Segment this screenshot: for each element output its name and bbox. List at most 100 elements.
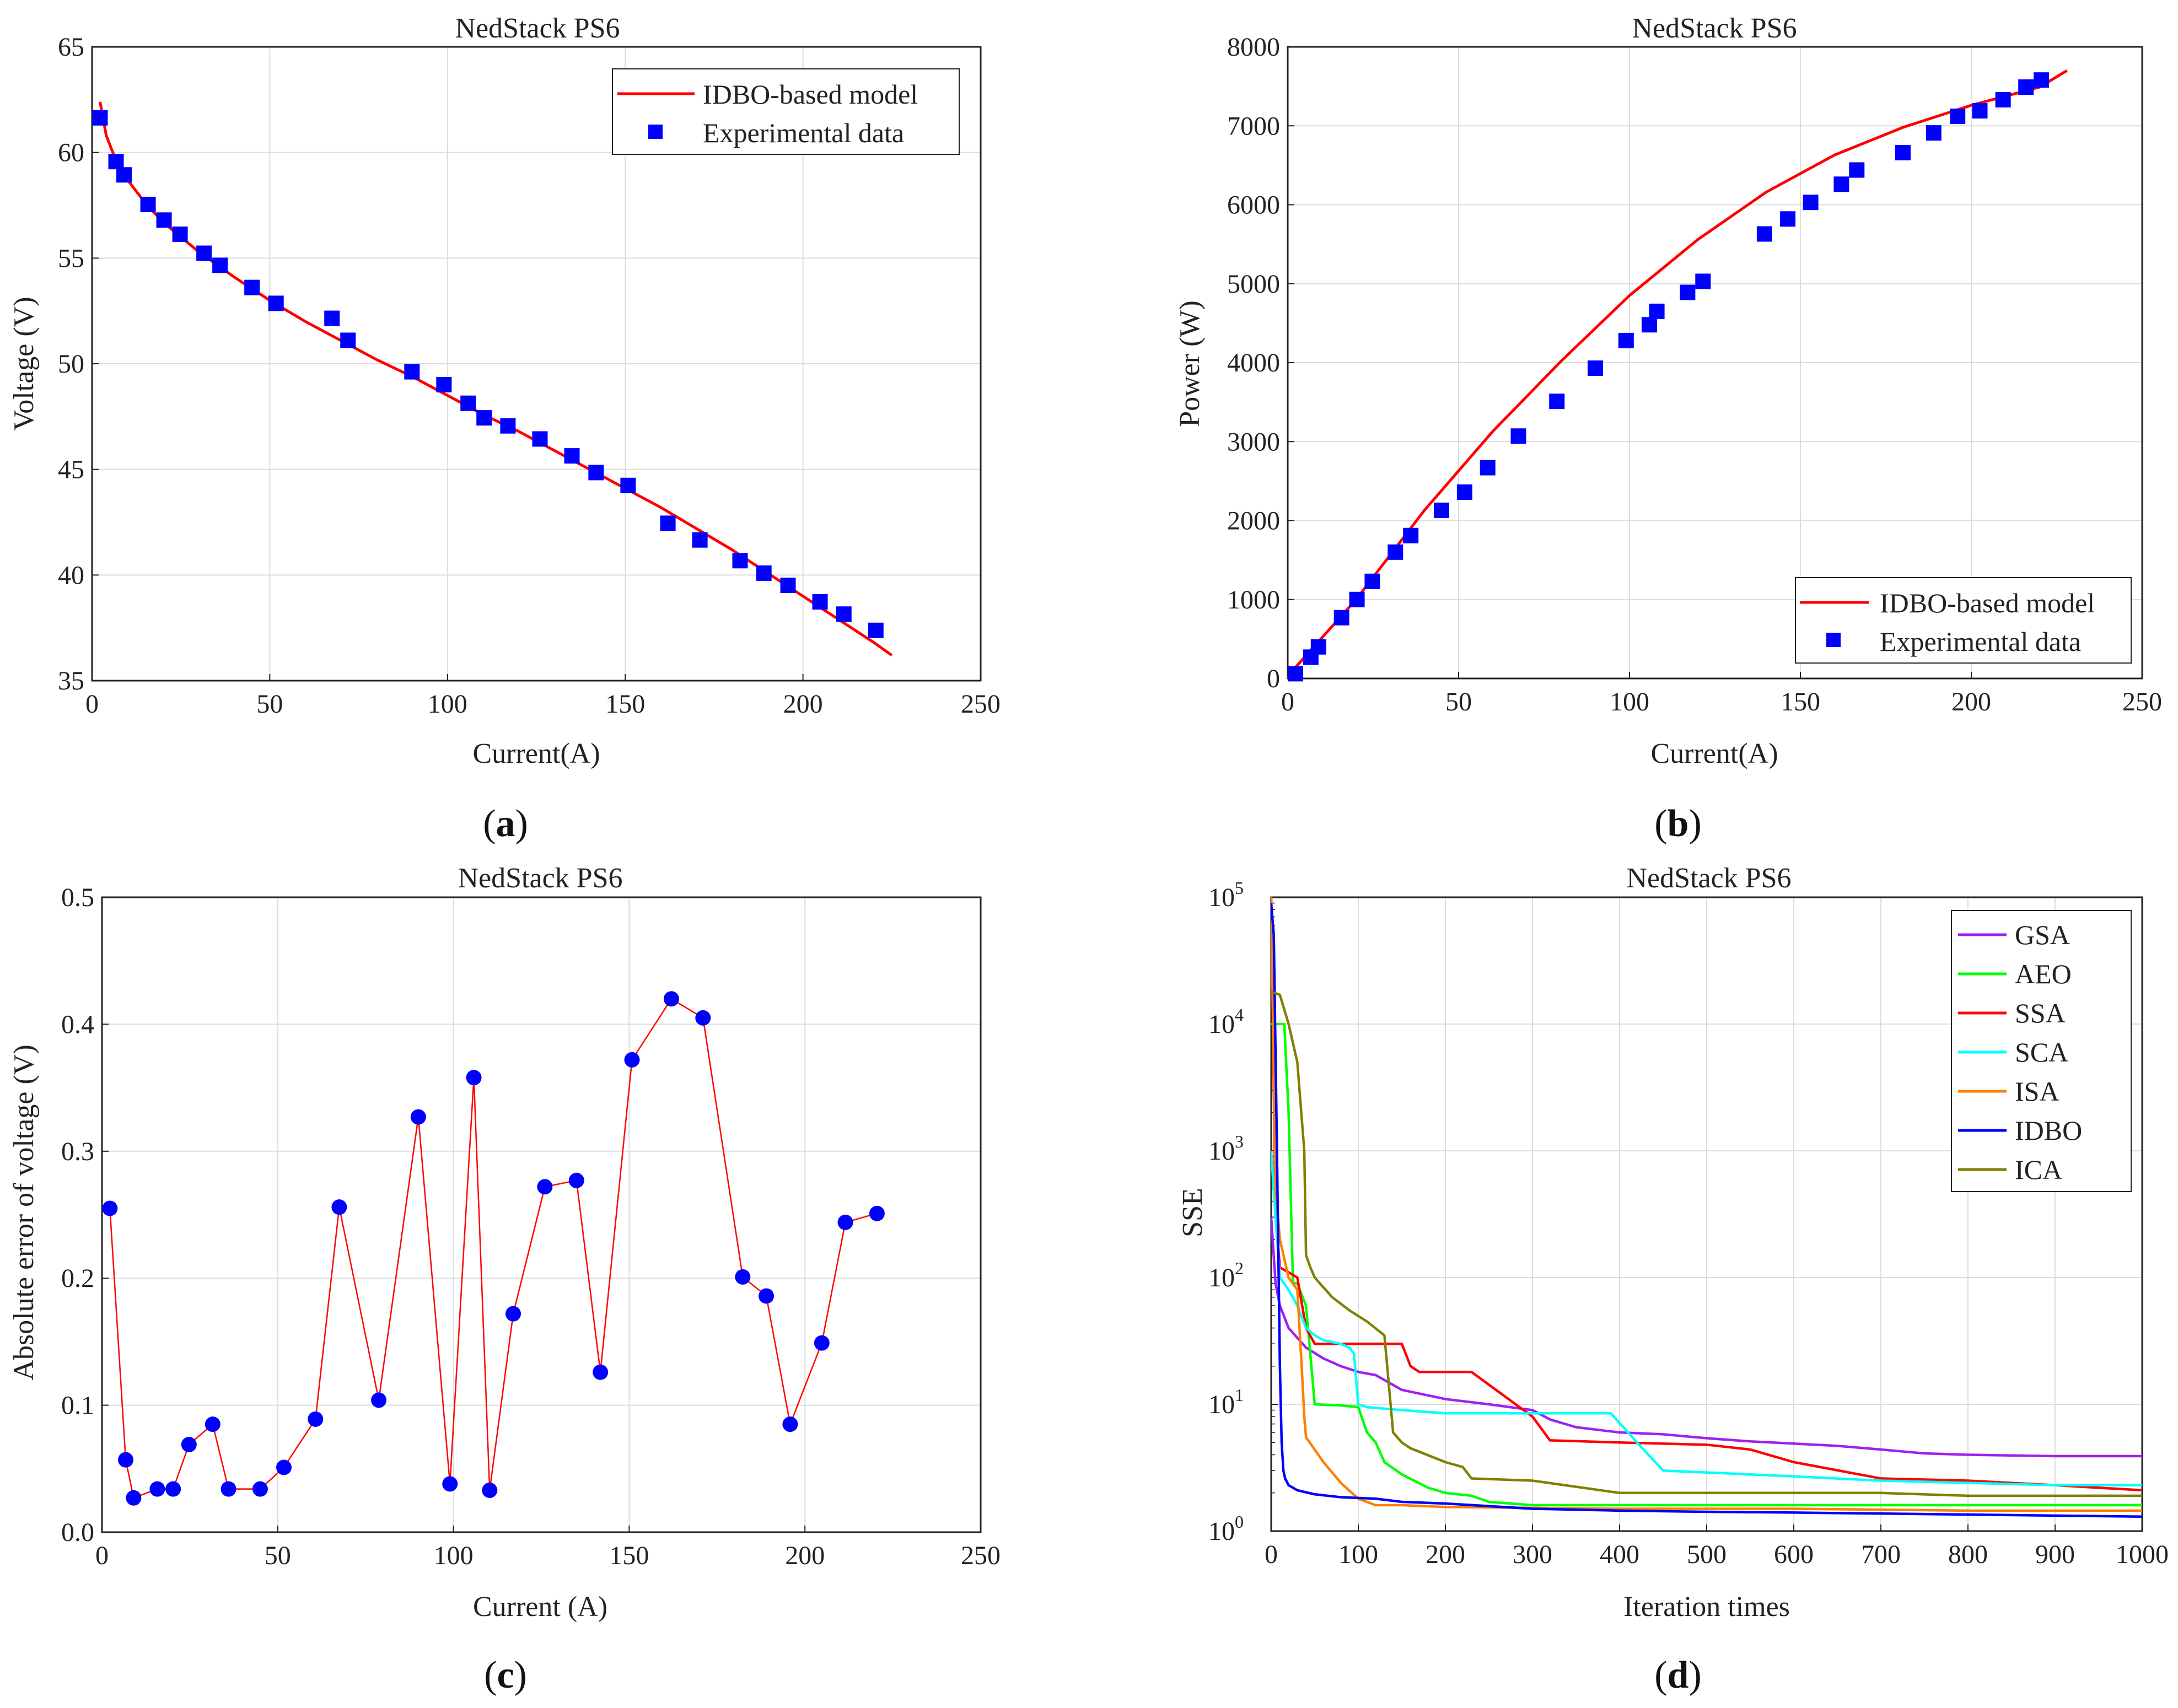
x-tick-label: 100 <box>428 689 467 719</box>
experimental-marker <box>92 110 108 126</box>
y-tick-label: 6000 <box>1227 191 1280 220</box>
y-tick-label: 65 <box>58 33 84 62</box>
series-ssa-line <box>1271 897 2142 1492</box>
experimental-marker <box>1364 573 1380 589</box>
legend-label-ica: ICA <box>2015 1154 2062 1185</box>
error-point <box>118 1452 134 1468</box>
legend-experimental-label: Experimental data <box>1880 626 2081 657</box>
panel-a-title: NedStack PS6 <box>455 13 620 44</box>
error-line <box>109 998 878 1499</box>
panel-d-ylabel: SSE <box>1177 1188 1208 1237</box>
experimental-marker <box>196 245 212 261</box>
experimental-marker <box>1803 195 1819 211</box>
x-tick-label: 600 <box>1774 1540 1814 1569</box>
experimental-marker <box>476 410 492 426</box>
y-tick-label: 0.1 <box>61 1391 94 1420</box>
error-point <box>205 1416 221 1432</box>
experimental-marker <box>1680 284 1696 300</box>
panel-b-caption: (b) <box>1654 802 1702 845</box>
panel-a-ylabel: Voltage (V) <box>8 297 40 430</box>
error-point <box>837 1214 853 1230</box>
legend-experimental-label: Experimental data <box>703 117 904 148</box>
panel-b-ylabel: Power (W) <box>1174 300 1206 427</box>
panel-b-power-chart: NedStack PS6 0 50 100 150 200 250 0 1000 2000 300… <box>1174 13 2162 845</box>
experimental-marker <box>1549 394 1565 410</box>
experimental-marker <box>564 448 580 464</box>
x-tick-label: 250 <box>961 1541 1001 1570</box>
experimental-marker <box>460 395 476 411</box>
experimental-marker <box>140 196 156 212</box>
x-tick-label: 100 <box>434 1541 474 1570</box>
x-tick-label: 50 <box>1445 687 1472 716</box>
legend-model-label: IDBO-based model <box>703 79 918 110</box>
error-point <box>442 1476 458 1492</box>
y-tick-label: 0 <box>1267 664 1280 693</box>
y-tick-label: 104 <box>1208 1005 1244 1039</box>
experimental-marker <box>1388 544 1403 560</box>
legend-label-gsa: GSA <box>2015 919 2070 950</box>
error-point <box>102 1200 118 1216</box>
experimental-marker <box>404 364 420 380</box>
error-point <box>126 1490 142 1506</box>
experimental-marker <box>2018 79 2034 95</box>
x-tick-label: 150 <box>609 1541 649 1570</box>
experimental-marker <box>156 212 172 228</box>
y-tick-label: 1000 <box>1227 585 1280 615</box>
experimental-marker <box>1833 176 1849 192</box>
experimental-marker <box>732 553 748 569</box>
error-point <box>759 1288 775 1304</box>
experimental-marker <box>868 622 884 638</box>
x-tick-label: 0 <box>95 1541 109 1570</box>
y-tick-label: 5000 <box>1227 270 1280 299</box>
y-tick-label: 101 <box>1208 1385 1244 1419</box>
legend-label-ssa: SSA <box>2015 998 2066 1028</box>
experimental-marker <box>836 606 852 622</box>
y-tick-label: 0.0 <box>61 1518 94 1547</box>
x-tick-label: 200 <box>1951 687 1991 716</box>
error-point <box>482 1482 498 1498</box>
y-tick-label: 0.3 <box>61 1137 94 1166</box>
experimental-marker <box>1349 591 1365 607</box>
experimental-marker <box>692 532 708 548</box>
experimental-marker <box>1618 332 1634 348</box>
experimental-marker <box>268 295 284 311</box>
x-tick-label: 300 <box>1513 1540 1552 1569</box>
y-tick-label: 3000 <box>1227 427 1280 456</box>
x-tick-label: 200 <box>1426 1540 1465 1569</box>
experimental-marker <box>436 376 452 392</box>
y-tick-label: 8000 <box>1227 33 1280 62</box>
panel-c-ylabel: Absolute error of voltage (V) <box>8 1044 40 1380</box>
error-point <box>663 991 679 1007</box>
panel-c-title: NedStack PS6 <box>458 863 623 894</box>
y-tick-label: 105 <box>1208 878 1244 912</box>
error-point <box>695 1010 711 1026</box>
experimental-marker <box>212 257 228 273</box>
x-tick-label: 0 <box>1281 687 1294 716</box>
error-point <box>252 1481 268 1497</box>
experimental-marker <box>500 418 516 434</box>
panel-b-title: NedStack PS6 <box>1632 13 1797 44</box>
y-tick-label: 50 <box>58 349 84 379</box>
experimental-marker <box>812 594 828 610</box>
y-tick-label: 55 <box>58 244 84 273</box>
panel-a-voltage-chart: NedStack PS6 0 50 100 150 200 250 35 40 45 50 55 60… <box>8 13 1001 845</box>
panel-c-caption: (c) <box>484 1654 527 1696</box>
x-tick-label: 400 <box>1600 1540 1639 1569</box>
error-point <box>814 1335 830 1351</box>
error-point <box>624 1052 640 1068</box>
legend-label-sca: SCA <box>2015 1037 2068 1068</box>
y-tick-label: 0.5 <box>61 883 94 912</box>
error-point <box>537 1179 553 1195</box>
legend-label-aeo: AEO <box>2015 958 2072 989</box>
error-point <box>782 1416 798 1432</box>
model-curve <box>99 101 893 657</box>
experimental-marker <box>1926 125 1942 141</box>
panel-a-caption: (a) <box>483 802 528 845</box>
panel-a-xlabel: Current(A) <box>472 738 600 769</box>
experimental-marker <box>1588 360 1603 376</box>
panel-c-xlabel: Current (A) <box>473 1591 607 1623</box>
experimental-marker <box>1310 639 1326 655</box>
y-tick-label: 100 <box>1208 1512 1244 1546</box>
y-tick-label: 2000 <box>1227 507 1280 536</box>
experimental-marker <box>172 227 188 243</box>
